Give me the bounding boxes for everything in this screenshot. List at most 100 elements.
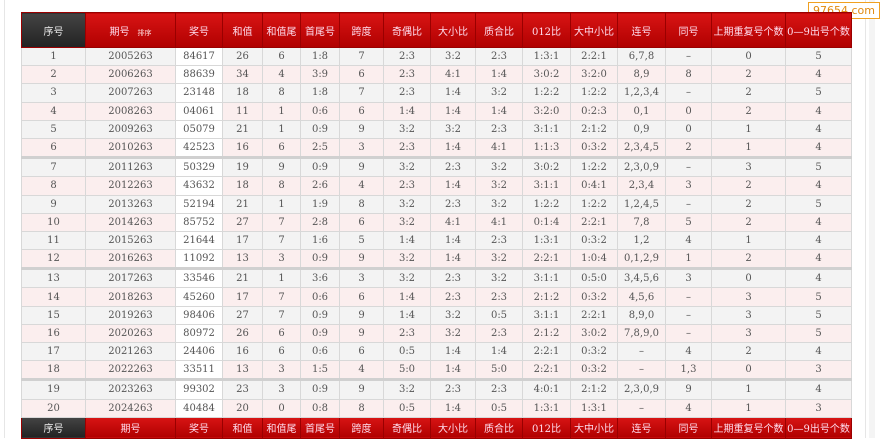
- header-label: 上期重复号个数: [713, 424, 784, 436]
- header-label: 首尾号: [305, 424, 335, 436]
- cell-consecutive: 1,2: [617, 230, 666, 251]
- cell-big-mid-small: 1:2:2: [570, 156, 618, 178]
- table-row: 20 2024263 40484 20 0 0:8 8 0:5 1:4 0:5 1:3:1 1:3:1…: [21, 398, 852, 418]
- table-row: 10 2014263 85752 27 7 2:8 6 3:2 4:1 4:1 0:1:4 2:2:1…: [21, 212, 852, 232]
- cell-big-mid-small: 3:0:2: [570, 323, 618, 344]
- cell-prime-composite: 3:2: [475, 176, 523, 196]
- cell-odd-even: 2:3: [383, 176, 431, 196]
- cell-prime-composite: 3:2: [475, 156, 523, 178]
- cell-issue: 2019263: [85, 305, 176, 325]
- cell-sum-tail: 7: [262, 287, 301, 307]
- table-row: 15 2019263 98406 27 7 0:9 9 1:4 3:2 0:5 3:1:1 2:2:1…: [21, 305, 852, 325]
- cell-issue: 2006263: [85, 65, 176, 85]
- cell-big-small: 3:2: [430, 46, 476, 67]
- footer-mod012: 012比: [522, 416, 571, 439]
- cell-consecutive: 8,9,0: [617, 305, 666, 325]
- header-big-small: 大小比: [430, 12, 476, 48]
- cell-digit-count: 5: [785, 194, 852, 214]
- cell-big-mid-small: 0:3:2: [570, 360, 618, 381]
- header-label: 和值: [232, 26, 253, 38]
- header-consecutive: 连号: [617, 12, 666, 48]
- cell-span: 6: [339, 341, 384, 362]
- table-row: 11 2015263 21644 17 7 1:6 5 1:4 1:4 2:3 1:3:1 0:3:2…: [21, 230, 852, 251]
- cell-first-last: 0:9: [300, 249, 340, 270]
- cell-digit-count: 4: [785, 267, 852, 289]
- cell-index: 9: [21, 194, 86, 214]
- header-label: 同号: [678, 424, 699, 436]
- cell-first-last: 1:9: [300, 194, 340, 214]
- cell-sum-tail: 8: [262, 176, 301, 196]
- header-label: 连号: [631, 424, 652, 436]
- cell-prize-number: 80972: [175, 323, 223, 344]
- cell-odd-even: 3:2: [383, 119, 431, 139]
- cell-prime-composite: 3:2: [475, 194, 523, 214]
- cell-big-small: 2:3: [430, 267, 476, 289]
- cell-big-small: 3:2: [430, 323, 476, 344]
- header-label: 质合比: [484, 26, 514, 38]
- scrollbar[interactable]: [869, 0, 875, 438]
- cell-big-small: 3:2: [430, 119, 476, 139]
- cell-same-number: 1,3: [665, 360, 712, 381]
- header-label: 大小比: [438, 26, 468, 38]
- cell-big-mid-small: 3:2:0: [570, 65, 618, 85]
- cell-digit-count: 4: [785, 378, 852, 400]
- cell-sum: 26: [222, 323, 263, 344]
- cell-big-mid-small: 0:3:2: [570, 137, 618, 159]
- cell-same-number: 2: [665, 137, 712, 159]
- sort-icon[interactable]: 排序: [137, 28, 152, 37]
- cell-span: 4: [339, 360, 384, 381]
- cell-mod012: 3:2:0: [522, 101, 571, 121]
- cell-index: 11: [21, 230, 86, 251]
- cell-odd-even: 3:2: [383, 212, 431, 232]
- cell-big-mid-small: 0:3:2: [570, 230, 618, 251]
- cell-sum: 11: [222, 101, 263, 121]
- cell-repeat-count: 3: [711, 323, 786, 344]
- cell-repeat-count: 1: [711, 398, 786, 418]
- cell-odd-even: 1:4: [383, 230, 431, 251]
- cell-prime-composite: 4:1: [475, 212, 523, 232]
- cell-repeat-count: 2: [711, 341, 786, 362]
- cell-odd-even: 3:2: [383, 194, 431, 214]
- cell-big-small: 1:4: [430, 360, 476, 381]
- cell-same-number: –: [665, 287, 712, 307]
- footer-big-small: 大小比: [430, 416, 476, 439]
- cell-prize-number: 21644: [175, 230, 223, 251]
- cell-index: 4: [21, 101, 86, 121]
- cell-first-last: 0:6: [300, 287, 340, 307]
- cell-prize-number: 84617: [175, 46, 223, 67]
- cell-repeat-count: 0: [711, 267, 786, 289]
- footer-consecutive: 连号: [617, 416, 666, 439]
- header-issue[interactable]: 期号 排序: [85, 12, 176, 48]
- cell-consecutive: 2,3,4,5: [617, 137, 666, 159]
- footer-odd-even: 奇偶比: [383, 416, 431, 439]
- cell-consecutive: 4,5,6: [617, 287, 666, 307]
- cell-issue: 2018263: [85, 287, 176, 307]
- cell-digit-count: 4: [785, 65, 852, 85]
- table-row: 17 2021263 24406 16 6 0:6 6 0:5 1:4 1:4 2:2:1 0:3:2…: [21, 341, 852, 362]
- cell-odd-even: 3:2: [383, 267, 431, 289]
- footer-sum-tail: 和值尾: [262, 416, 301, 439]
- cell-prime-composite: 3:2: [475, 83, 523, 103]
- cell-sum: 21: [222, 267, 263, 289]
- cell-big-mid-small: 2:2:1: [570, 212, 618, 232]
- cell-mod012: 3:1:1: [522, 267, 571, 289]
- header-label: 跨度: [351, 26, 372, 38]
- cell-digit-count: 4: [785, 137, 852, 159]
- cell-span: 3: [339, 267, 384, 289]
- cell-sum: 17: [222, 287, 263, 307]
- footer-first-last: 首尾号: [300, 416, 340, 439]
- cell-same-number: –: [665, 194, 712, 214]
- cell-odd-even: 2:3: [383, 137, 431, 159]
- cell-issue: 2012263: [85, 176, 176, 196]
- cell-first-last: 0:6: [300, 101, 340, 121]
- cell-issue: 2015263: [85, 230, 176, 251]
- footer-repeat-count: 上期重复号个数: [711, 416, 786, 439]
- cell-mod012: 0:1:4: [522, 212, 571, 232]
- footer-big-mid-small: 大中小比: [570, 416, 618, 439]
- cell-span: 6: [339, 101, 384, 121]
- cell-consecutive: 6,7,8: [617, 46, 666, 67]
- table-row: 14 2018263 45260 17 7 0:6 6 1:4 2:3 2:3 2:1:2 0:3:2…: [21, 287, 852, 307]
- cell-odd-even: 1:4: [383, 287, 431, 307]
- cell-sum-tail: 6: [262, 137, 301, 159]
- table-row: 18 2022263 33511 13 3 1:5 4 5:0 1:4 5:0 2:2:1 0:3:2…: [21, 360, 852, 381]
